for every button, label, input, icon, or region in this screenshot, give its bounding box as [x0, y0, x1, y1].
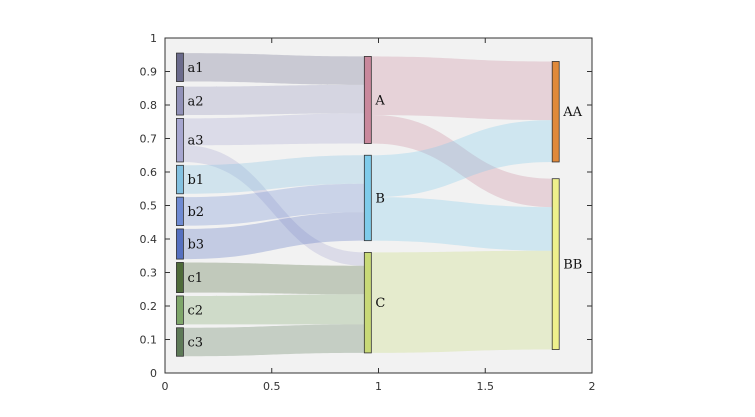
link-c1-C [183, 262, 365, 295]
x-tick-label: 1.5 [477, 380, 495, 393]
x-tick-label: 2 [589, 380, 596, 393]
link-b2-B [183, 183, 365, 226]
axes-frame: 0 0.5 1 1.5 2 0 0.1 0.2 0.3 0.4 0.5 0.6 0.7 0.8 0.9 1 [140, 32, 596, 393]
link-a1-A [183, 53, 365, 85]
link-a3-C [183, 145, 365, 266]
axes-background [165, 38, 592, 373]
node-BB [551, 178, 560, 350]
node-label-c1: c1 [187, 271, 203, 286]
node-b1 [176, 164, 184, 195]
links-layer [183, 53, 553, 357]
node-AA [551, 61, 560, 163]
link-a2-A [183, 84, 365, 116]
node-a2 [176, 86, 184, 116]
node-a1 [176, 52, 184, 82]
node-label-a3: a3 [187, 134, 203, 149]
link-A-BB [371, 115, 553, 208]
link-B-AA [371, 120, 553, 198]
node-label-C: C [375, 296, 385, 311]
x-tick-label: 0 [162, 380, 169, 393]
y-tick-label: 0.3 [140, 267, 158, 280]
node-label-b1: b1 [187, 173, 204, 188]
link-C-BB [371, 250, 553, 353]
link-B-BB [371, 197, 553, 251]
node-A [363, 56, 372, 144]
node-B [363, 154, 372, 242]
x-tick-label: 0.5 [263, 380, 281, 393]
node-b2 [176, 196, 184, 227]
link-c3-C [183, 324, 365, 357]
node-label-c3: c3 [187, 336, 203, 351]
y-tick-label: 0.9 [140, 66, 158, 79]
link-a3-A [183, 113, 365, 146]
y-tick-label: 0.8 [140, 99, 158, 112]
node-label-B: B [375, 191, 385, 206]
y-tick-label: 1 [150, 32, 157, 45]
link-A-AA [371, 56, 553, 121]
node-label-AA: AA [562, 105, 582, 120]
node-label-A: A [374, 93, 385, 108]
y-tick-label: 0.2 [140, 300, 158, 313]
y-tick-label: 0.4 [140, 233, 158, 246]
y-tick-label: 0.7 [140, 133, 158, 146]
node-a3 [176, 118, 184, 163]
node-c3 [176, 327, 184, 357]
node-label-b2: b2 [187, 205, 204, 220]
node-b3 [176, 228, 184, 260]
y-tick-label: 0 [150, 367, 157, 380]
node-c1 [176, 262, 184, 294]
node-label-BB: BB [563, 258, 582, 273]
link-b1-B [183, 155, 365, 194]
nodes-layer: a1 a2 a3 b1 b2 b3 c1 c2 c3 A B C AA BB [176, 52, 583, 357]
y-tick-label: 0.5 [140, 200, 158, 213]
link-b3-B [183, 212, 365, 260]
x-tick-label: 1 [375, 380, 382, 393]
link-c2-C [183, 294, 365, 325]
y-tick-label: 0.6 [140, 166, 158, 179]
node-label-b3: b3 [187, 238, 204, 253]
node-label-a1: a1 [187, 61, 203, 76]
y-tick-label: 0.1 [140, 334, 158, 347]
node-c2 [176, 295, 184, 325]
node-label-a2: a2 [187, 94, 203, 109]
node-label-c2: c2 [187, 304, 203, 319]
node-C [363, 251, 372, 354]
